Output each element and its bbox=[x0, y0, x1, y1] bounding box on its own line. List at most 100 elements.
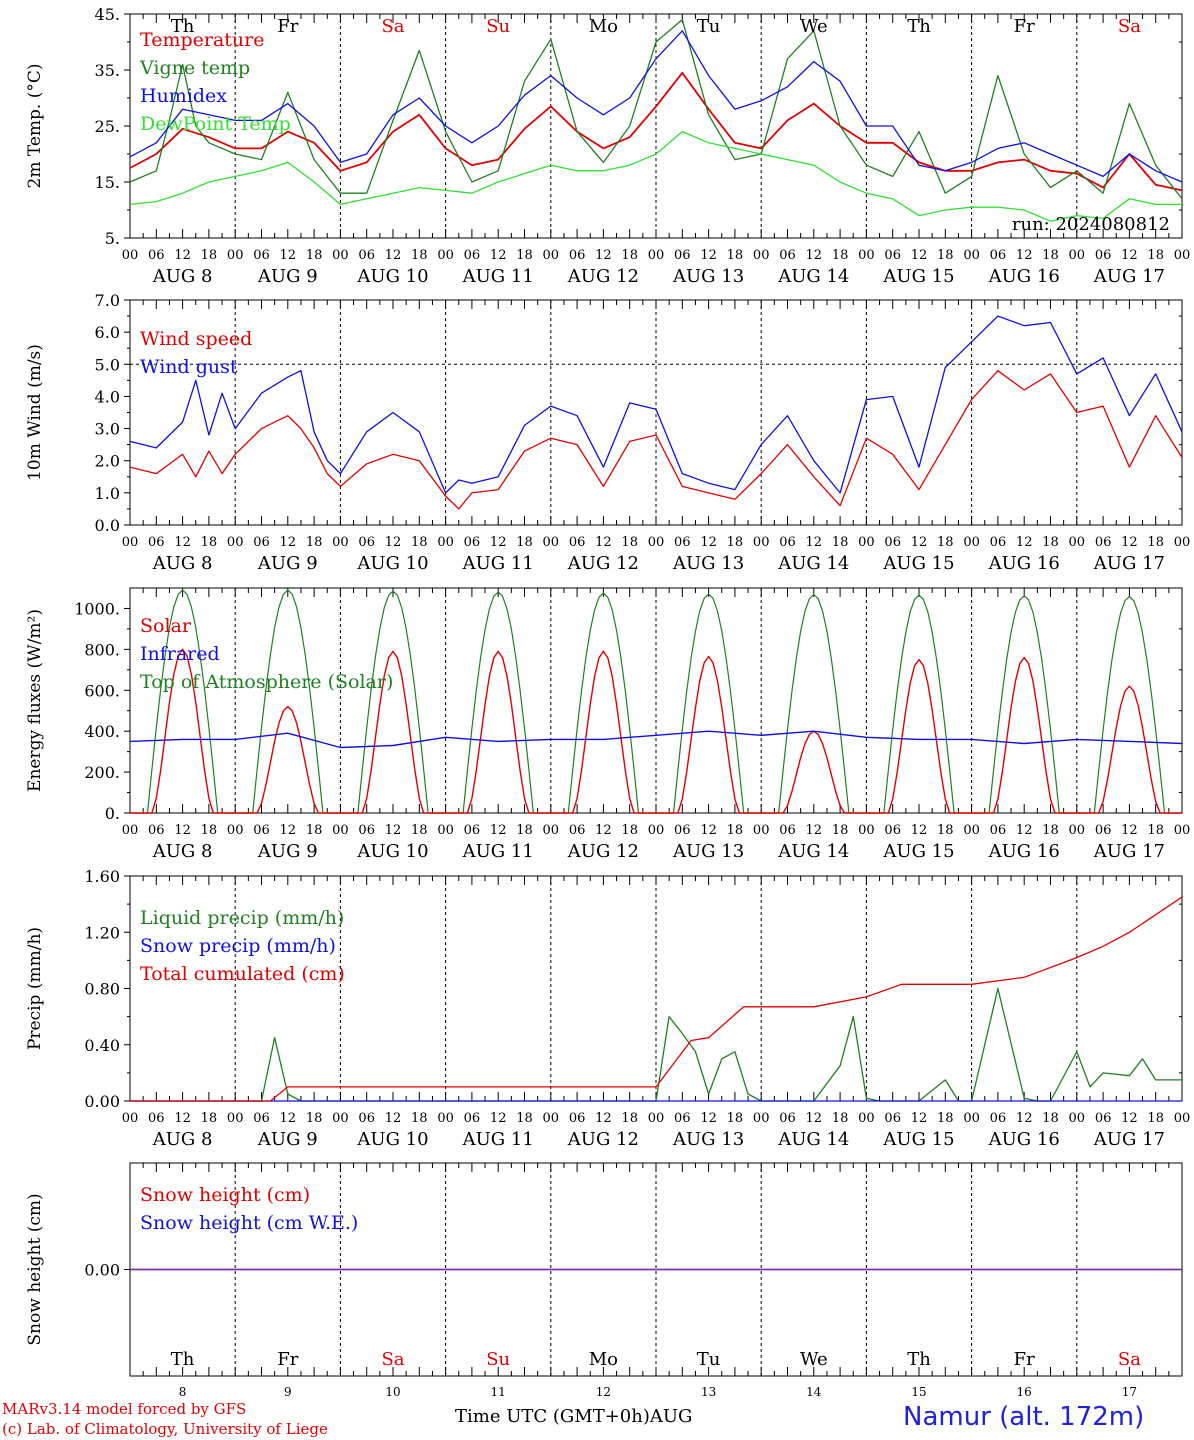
hour-tick-label: 18 bbox=[1042, 248, 1059, 263]
hour-tick-label: 00 bbox=[648, 248, 665, 263]
hour-tick-label: 00 bbox=[963, 535, 980, 550]
panel-wind bbox=[124, 299, 1183, 526]
day-name-label: We bbox=[800, 16, 828, 37]
day-name-label: Th bbox=[171, 1349, 195, 1370]
legend-entry: Snow height (cm) bbox=[140, 1184, 310, 1206]
hour-tick-label: 12 bbox=[280, 1111, 297, 1126]
hour-tick-label: 06 bbox=[674, 1111, 691, 1126]
series-vigne-temp bbox=[129, 18, 1183, 200]
hour-tick-label: 12 bbox=[700, 535, 717, 550]
y-axis-label: Precip (mm/h) bbox=[25, 927, 45, 1050]
hour-tick-label: 12 bbox=[385, 1111, 402, 1126]
hour-tick-label: 18 bbox=[1042, 1111, 1059, 1126]
date-label: AUG 10 bbox=[356, 1129, 428, 1150]
hour-tick-label: 12 bbox=[490, 535, 507, 550]
hour-tick-label: 00 bbox=[1069, 248, 1086, 263]
hour-tick-label: 18 bbox=[1147, 535, 1164, 550]
hour-tick-label: 12 bbox=[1121, 823, 1138, 838]
hour-tick-label: 12 bbox=[595, 535, 612, 550]
lab-credit: (c) Lab. of Climatology, University of L… bbox=[2, 1420, 328, 1438]
hour-tick-label: 06 bbox=[358, 248, 375, 263]
hour-tick-label: 00 bbox=[332, 535, 349, 550]
date-label: AUG 15 bbox=[882, 553, 954, 574]
hour-tick-label: 00 bbox=[648, 1111, 665, 1126]
hour-tick-label: 12 bbox=[174, 535, 191, 550]
hour-tick-label: 18 bbox=[621, 535, 638, 550]
hour-tick-label: 06 bbox=[779, 535, 796, 550]
hour-tick-label: 12 bbox=[1121, 535, 1138, 550]
hour-tick-label: 00 bbox=[753, 1111, 770, 1126]
hour-tick-label: 00 bbox=[227, 248, 244, 263]
y-axis-label: Snow height (cm) bbox=[25, 1193, 45, 1345]
hour-tick-label: 18 bbox=[621, 1111, 638, 1126]
day-name-label: Mo bbox=[589, 16, 618, 37]
hour-tick-label: 12 bbox=[1121, 248, 1138, 263]
hour-tick-label: 00 bbox=[858, 1111, 875, 1126]
date-label: AUG 13 bbox=[672, 266, 744, 287]
hour-tick-label: 00 bbox=[437, 535, 454, 550]
hour-tick-label: 06 bbox=[884, 535, 901, 550]
x-axis-title-text: Time UTC (GMT+0h) bbox=[455, 1406, 650, 1427]
hour-tick-label: 18 bbox=[201, 248, 218, 263]
y-tick-label: 600. bbox=[84, 681, 120, 700]
hour-tick-label: 00 bbox=[122, 248, 139, 263]
y-tick-label: 0.40 bbox=[84, 1036, 120, 1055]
y-tick-label: 200. bbox=[84, 763, 120, 782]
hour-tick-label: 06 bbox=[148, 823, 165, 838]
hour-tick-label: 06 bbox=[674, 823, 691, 838]
hour-tick-label: 06 bbox=[990, 823, 1007, 838]
date-label: AUG 9 bbox=[257, 553, 318, 574]
y-tick-label: 5.0 bbox=[95, 355, 120, 374]
y-axis-label: Energy fluxes (W/m²) bbox=[25, 609, 45, 792]
day-name-label: Sa bbox=[381, 1349, 404, 1370]
hour-tick-label: 00 bbox=[543, 823, 560, 838]
hour-tick-label: 18 bbox=[1042, 535, 1059, 550]
legend-entry: Humidex bbox=[140, 85, 227, 107]
hour-tick-label: 06 bbox=[569, 248, 586, 263]
y-tick-label: 0.00 bbox=[84, 1261, 120, 1280]
hour-tick-label: 06 bbox=[464, 535, 481, 550]
hour-tick-label: 12 bbox=[280, 535, 297, 550]
date-label: AUG 16 bbox=[988, 553, 1060, 574]
hour-tick-label: 12 bbox=[1121, 1111, 1138, 1126]
hour-tick-label: 18 bbox=[411, 535, 428, 550]
series-humidex bbox=[129, 30, 1183, 183]
hour-tick-label: 00 bbox=[122, 823, 139, 838]
series-infrared bbox=[129, 730, 1183, 749]
hour-tick-label: 00 bbox=[1174, 1111, 1191, 1126]
hour-tick-label: 12 bbox=[490, 1111, 507, 1126]
hour-tick-label: 06 bbox=[148, 1111, 165, 1126]
hour-tick-label: 00 bbox=[122, 1111, 139, 1126]
hour-tick-label: 06 bbox=[674, 535, 691, 550]
day-number-label: 15 bbox=[911, 1385, 926, 1399]
hour-tick-label: 06 bbox=[464, 823, 481, 838]
hour-tick-label: 06 bbox=[1095, 248, 1112, 263]
y-tick-label: 400. bbox=[84, 722, 120, 741]
date-label: AUG 14 bbox=[777, 553, 849, 574]
day-number-label: 11 bbox=[491, 1385, 506, 1399]
date-label: AUG 13 bbox=[672, 1129, 744, 1150]
day-number-label: 16 bbox=[1017, 1385, 1032, 1399]
hour-tick-label: 18 bbox=[306, 248, 323, 263]
date-label: AUG 10 bbox=[356, 266, 428, 287]
hour-tick-label: 06 bbox=[674, 248, 691, 263]
hour-tick-label: 06 bbox=[253, 535, 270, 550]
hour-tick-label: 18 bbox=[201, 1111, 218, 1126]
date-label: AUG 11 bbox=[462, 553, 534, 574]
series-wind-speed bbox=[129, 370, 1183, 510]
hour-tick-label: 18 bbox=[201, 535, 218, 550]
hour-tick-label: 18 bbox=[306, 1111, 323, 1126]
day-number-label: 12 bbox=[596, 1385, 611, 1399]
hour-tick-label: 00 bbox=[753, 823, 770, 838]
hour-tick-label: 12 bbox=[806, 823, 823, 838]
hour-tick-label: 00 bbox=[963, 248, 980, 263]
legend-entry: Temperature bbox=[140, 29, 264, 51]
legend-entry: Vigne temp bbox=[139, 57, 250, 79]
legend-entry: Top of Atmosphere (Solar) bbox=[140, 671, 393, 693]
hour-tick-label: 12 bbox=[806, 1111, 823, 1126]
hour-tick-label: 06 bbox=[569, 535, 586, 550]
hour-tick-label: 00 bbox=[858, 535, 875, 550]
hour-tick-label: 06 bbox=[884, 823, 901, 838]
hour-tick-label: 00 bbox=[753, 535, 770, 550]
y-tick-label: 0. bbox=[105, 804, 120, 823]
